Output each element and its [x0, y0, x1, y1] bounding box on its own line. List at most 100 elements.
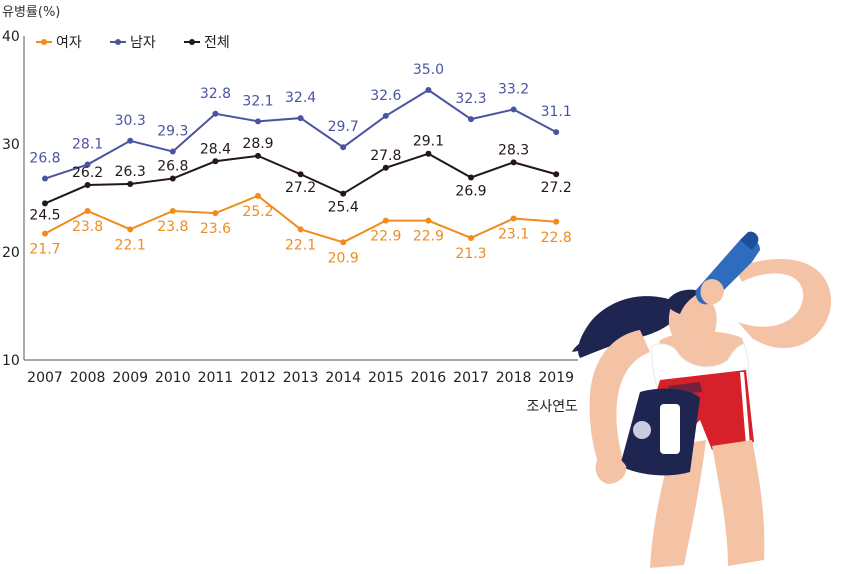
- x-tick-label: 2007: [27, 370, 63, 386]
- x-tick-label: 2013: [283, 370, 319, 386]
- data-point: [468, 174, 474, 180]
- data-point: [212, 158, 218, 164]
- data-label: 22.1: [115, 237, 146, 253]
- legend-item: 여자: [36, 35, 82, 51]
- data-point: [553, 129, 559, 135]
- series-1: 26.8 28.1 30.3 29.3 32.8 32.1 32.4 29.7 32.6 35.0…: [29, 62, 571, 182]
- data-label: 28.3: [498, 142, 529, 158]
- x-tick-label: 2014: [325, 370, 361, 386]
- data-point: [553, 171, 559, 177]
- x-tick-label: 2015: [368, 370, 404, 386]
- data-label: 32.3: [455, 91, 486, 107]
- data-label: 28.9: [242, 136, 273, 152]
- data-label: 32.1: [242, 93, 273, 109]
- data-point: [170, 149, 176, 155]
- data-label: 23.8: [72, 219, 103, 235]
- x-tick-label: 2019: [538, 370, 574, 386]
- data-point: [425, 218, 431, 224]
- data-point: [468, 235, 474, 241]
- data-point: [298, 115, 304, 121]
- data-label: 30.3: [115, 113, 146, 129]
- data-point: [127, 226, 133, 232]
- data-label: 23.8: [157, 219, 188, 235]
- data-label: 31.1: [541, 104, 572, 120]
- y-axis-label: 유병률(%): [2, 5, 60, 20]
- data-point: [127, 138, 133, 144]
- data-point: [85, 182, 91, 188]
- data-label: 26.9: [455, 183, 486, 199]
- data-label: 29.7: [328, 119, 359, 135]
- data-point: [511, 159, 517, 165]
- x-tick-label: 2011: [198, 370, 234, 386]
- data-point: [340, 144, 346, 150]
- data-point: [127, 181, 133, 187]
- data-label: 20.9: [328, 250, 359, 266]
- data-point: [383, 218, 389, 224]
- data-label: 21.7: [29, 242, 60, 258]
- data-point: [298, 171, 304, 177]
- data-label: 32.8: [200, 86, 231, 102]
- data-label: 27.2: [541, 180, 572, 196]
- legend-item: 남자: [110, 35, 156, 51]
- data-point: [255, 153, 261, 159]
- raised-arm: [735, 259, 831, 348]
- data-point: [42, 176, 48, 182]
- bag-strap: [660, 404, 680, 454]
- x-tick-label: 2009: [112, 370, 148, 386]
- data-point: [511, 106, 517, 112]
- data-label: 26.8: [29, 151, 60, 167]
- data-point: [425, 87, 431, 93]
- data-point: [298, 226, 304, 232]
- data-label: 27.2: [285, 180, 316, 196]
- woman-drinking-illustration: [572, 232, 831, 568]
- y-tick-label: 30: [2, 137, 20, 153]
- data-point: [255, 193, 261, 199]
- bag-logo: [633, 421, 651, 439]
- data-point: [212, 210, 218, 216]
- x-tick-label: 2008: [70, 370, 106, 386]
- legend-swatch-dot: [189, 39, 195, 45]
- data-label: 33.2: [498, 81, 529, 97]
- data-point: [468, 116, 474, 122]
- legend-label: 남자: [130, 35, 156, 51]
- legend-item: 전체: [184, 35, 230, 51]
- data-point: [340, 191, 346, 197]
- y-tick-label: 10: [2, 353, 20, 369]
- data-label: 22.1: [285, 237, 316, 253]
- data-label: 22.8: [541, 230, 572, 246]
- data-point: [170, 208, 176, 214]
- data-label: 29.3: [157, 124, 188, 140]
- data-label: 25.2: [242, 204, 273, 220]
- data-point: [425, 151, 431, 157]
- x-axis-label: 조사연도: [526, 399, 578, 415]
- data-point: [383, 165, 389, 171]
- data-label: 26.2: [72, 165, 103, 181]
- legend-swatch-dot: [115, 39, 121, 45]
- data-label: 23.6: [200, 221, 231, 237]
- data-point: [553, 219, 559, 225]
- data-label: 21.3: [455, 246, 486, 262]
- x-tick-label: 2012: [240, 370, 276, 386]
- data-label: 32.6: [370, 88, 401, 104]
- x-tick-label: 2017: [453, 370, 489, 386]
- data-point: [383, 113, 389, 119]
- data-label: 22.9: [370, 229, 401, 245]
- data-point: [255, 118, 261, 124]
- data-label: 22.9: [413, 229, 444, 245]
- data-point: [511, 216, 517, 222]
- data-point: [42, 231, 48, 237]
- data-label: 26.8: [157, 159, 188, 175]
- y-tick-label: 40: [2, 29, 20, 45]
- data-label: 32.4: [285, 90, 316, 106]
- legend-swatch-dot: [41, 39, 47, 45]
- data-point: [340, 239, 346, 245]
- bottle-hand: [701, 279, 724, 304]
- x-tick-label: 2010: [155, 370, 191, 386]
- data-label: 28.1: [72, 137, 103, 153]
- data-point: [170, 176, 176, 182]
- legend-label: 여자: [56, 35, 82, 51]
- series-line: [45, 196, 556, 242]
- series-2: 24.526.2 26.3 26.828.4 28.927.225.427.829.1…: [29, 134, 571, 224]
- right-leg: [712, 440, 764, 566]
- y-tick-label: 20: [2, 245, 20, 261]
